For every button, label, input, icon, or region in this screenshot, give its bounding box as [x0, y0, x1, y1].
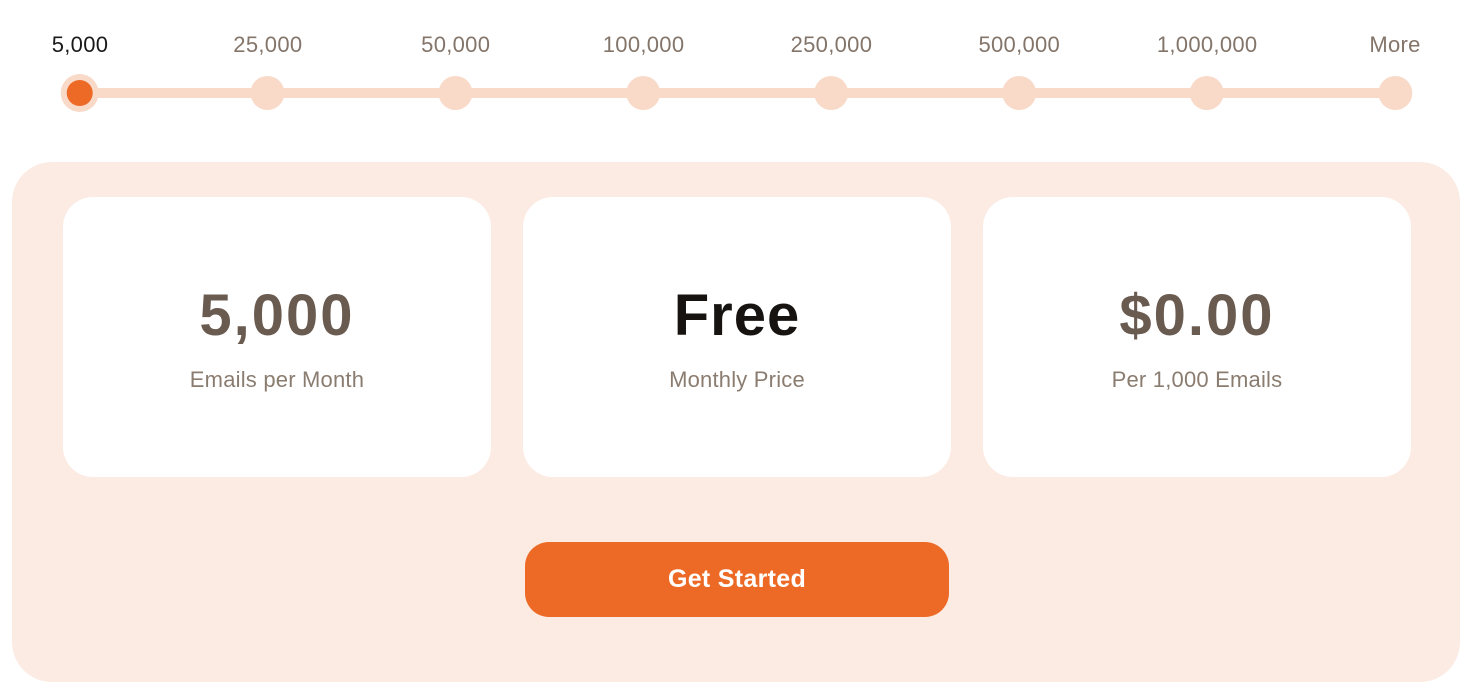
- slider-stop-label: 25,000: [233, 32, 303, 57]
- slider-stop-label: 100,000: [602, 32, 685, 57]
- slider-stop[interactable]: 250,000: [791, 30, 873, 113]
- card-value: $0.00: [1119, 282, 1275, 348]
- slider-dot[interactable]: [1002, 76, 1037, 110]
- slider-stop-label: 1,000,000: [1156, 32, 1258, 57]
- slider-stop-label: 250,000: [790, 32, 873, 57]
- slider-dot-box: [1187, 73, 1227, 113]
- slider-dot[interactable]: [1190, 76, 1225, 110]
- email-volume-slider[interactable]: 5,000 25,000 50,000 100,000 250,000 500,…: [0, 0, 1480, 162]
- slider-dot-box: [999, 73, 1039, 113]
- get-started-button[interactable]: Get Started: [525, 542, 949, 617]
- slider-stop[interactable]: 500,000: [978, 30, 1060, 113]
- pricing-card: $0.00 Per 1,000 Emails: [983, 197, 1411, 477]
- card-value: Free: [673, 282, 801, 348]
- slider-dot[interactable]: [438, 76, 473, 110]
- card-label: Monthly Price: [669, 366, 805, 392]
- slider-stop[interactable]: 100,000: [603, 30, 685, 113]
- card-value: 5,000: [199, 282, 355, 348]
- card-label: Per 1,000 Emails: [1111, 366, 1283, 392]
- pricing-card: 5,000 Emails per Month: [63, 197, 491, 477]
- slider-stop[interactable]: 25,000: [233, 30, 302, 113]
- slider-dot-box: [60, 73, 100, 113]
- slider-dot-box: [248, 73, 288, 113]
- slider-track[interactable]: [80, 88, 1395, 98]
- slider-dot[interactable]: [250, 76, 285, 110]
- slider-dot[interactable]: [61, 74, 99, 112]
- slider-stop-label: 5,000: [51, 32, 109, 57]
- slider-dot[interactable]: [814, 76, 849, 110]
- slider-dot-box: [436, 73, 476, 113]
- slider-stop-label: More: [1369, 32, 1421, 57]
- pricing-card: Free Monthly Price: [523, 197, 951, 477]
- slider-dot-box: [1375, 73, 1415, 113]
- slider-stop[interactable]: More: [1369, 30, 1420, 113]
- slider-dot-box: [624, 73, 664, 113]
- pricing-cards-row: 5,000 Emails per Month Free Monthly Pric…: [63, 197, 1411, 477]
- slider-stop-label: 50,000: [421, 32, 491, 57]
- slider-stop[interactable]: 1,000,000: [1157, 30, 1258, 113]
- pricing-panel: 5,000 Emails per Month Free Monthly Pric…: [12, 162, 1460, 682]
- slider-stop-label: 500,000: [978, 32, 1061, 57]
- slider-dot[interactable]: [1377, 76, 1412, 110]
- card-label: Emails per Month: [189, 366, 365, 392]
- slider-dot[interactable]: [626, 76, 661, 110]
- slider-stop[interactable]: 50,000: [421, 30, 490, 113]
- slider-stop-active[interactable]: 5,000: [52, 30, 109, 113]
- slider-dot-box: [811, 73, 851, 113]
